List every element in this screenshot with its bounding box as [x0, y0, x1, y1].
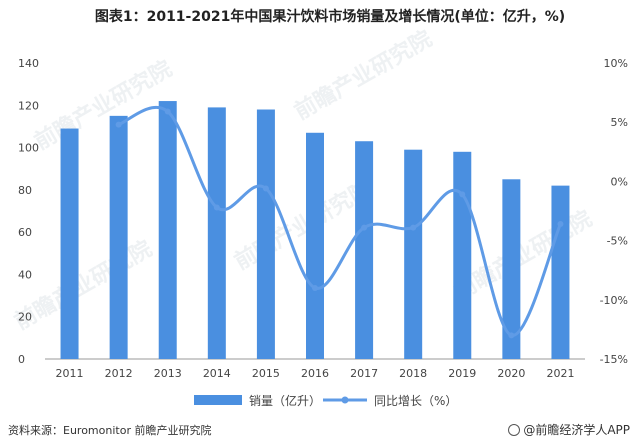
right-tick-label: 5%	[611, 116, 628, 129]
legend-line-label: 同比增长（%）	[374, 394, 457, 408]
left-axis: 0 20 40 60 80 100 120 140	[18, 57, 39, 366]
left-tick-label: 0	[18, 353, 25, 366]
right-tick-label: 10%	[604, 57, 628, 70]
x-axis: 2011 2012 2013 2014 2015 2016 2017 2018 2019 2020…	[56, 367, 575, 380]
bar	[355, 141, 374, 359]
growth-point	[557, 221, 564, 228]
growth-point	[115, 121, 122, 128]
line-series	[115, 105, 564, 339]
x-tick-label: 2016	[301, 367, 329, 380]
x-tick-label: 2013	[154, 367, 182, 380]
left-tick-label: 140	[18, 57, 39, 70]
growth-point	[213, 204, 220, 211]
left-tick-label: 80	[18, 184, 32, 197]
x-tick-label: 2015	[252, 367, 280, 380]
watermark-text: 前瞻产业研究院	[30, 56, 176, 156]
brand-logo-icon	[508, 424, 521, 436]
watermark-text: 前瞻产业研究院	[450, 206, 596, 306]
bar	[551, 185, 570, 359]
bar	[453, 151, 472, 359]
x-tick-label: 2017	[350, 367, 378, 380]
growth-point	[508, 332, 515, 339]
growth-point	[410, 224, 417, 231]
bar	[404, 149, 423, 359]
right-axis: -15% -10% -5% 0% 5% 10%	[600, 57, 628, 366]
x-tick-label: 2014	[203, 367, 231, 380]
x-tick-label: 2019	[448, 367, 476, 380]
legend-bar-swatch	[194, 395, 242, 405]
bar	[306, 132, 324, 359]
source-note: 资料来源：Euromonitor 前瞻产业研究院	[8, 424, 212, 437]
left-tick-label: 60	[18, 226, 32, 239]
legend-line-marker	[341, 396, 349, 404]
right-tick-label: -10%	[600, 294, 628, 307]
watermark-text: 前瞻产业研究院	[290, 26, 436, 126]
right-tick-label: -15%	[600, 353, 628, 366]
growth-line	[118, 105, 562, 337]
left-tick-label: 20	[18, 311, 32, 324]
growth-point	[262, 185, 269, 192]
legend-bar-label: 销量（亿升）	[249, 393, 321, 408]
x-tick-label: 2020	[497, 367, 525, 380]
right-tick-label: -5%	[607, 235, 628, 248]
x-tick-label: 2018	[399, 367, 427, 380]
bar	[109, 115, 128, 359]
watermark-text: 前瞻产业研究院	[230, 176, 376, 276]
left-tick-label: 40	[18, 268, 32, 281]
bar	[256, 109, 275, 359]
bar	[207, 107, 226, 360]
x-tick-label: 2011	[56, 367, 84, 380]
growth-point	[459, 191, 466, 198]
bar	[158, 101, 177, 360]
legend: 销量（亿升） 同比增长（%）	[194, 393, 457, 408]
growth-point	[164, 108, 171, 115]
x-tick-label: 2012	[105, 367, 133, 380]
growth-point	[361, 224, 368, 231]
bar	[60, 128, 79, 359]
chart-title: 图表1：2011-2021年中国果汁饮料市场销量及增长情况(单位：亿升，%)	[94, 9, 566, 25]
brand-credit: @前瞻经济学人APP	[508, 421, 630, 438]
x-tick-label: 2021	[546, 367, 574, 380]
brand-text: @前瞻经济学人APP	[523, 423, 630, 437]
bar-series	[60, 101, 570, 360]
right-tick-label: 0%	[611, 175, 628, 188]
growth-point	[312, 284, 318, 291]
left-tick-label: 120	[18, 99, 39, 112]
bar	[502, 179, 521, 359]
left-tick-label: 100	[18, 142, 39, 155]
